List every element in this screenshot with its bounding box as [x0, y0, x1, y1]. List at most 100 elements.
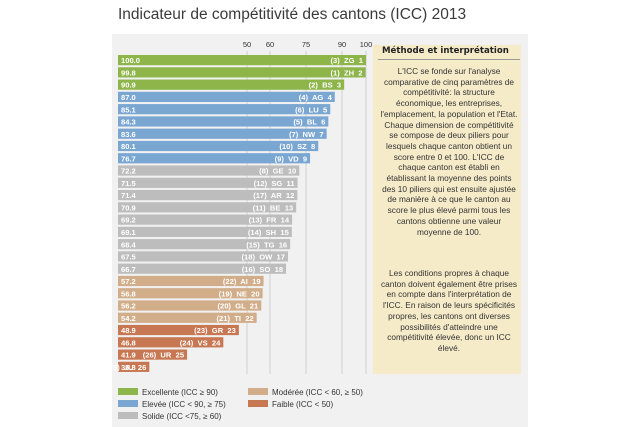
bar-canton-label: (14) SH 15	[248, 228, 290, 237]
legend-label-excellente: Excellente (ICC ≥ 90)	[142, 388, 218, 397]
bar	[118, 153, 311, 164]
method-paragraph-2: Les conditions propres à chaque canton d…	[380, 268, 518, 353]
bar-canton-label: (9) VD 9	[275, 154, 308, 163]
bar-canton-label: (19) NE 20	[219, 289, 260, 298]
bar-value-label: 85.1	[121, 105, 137, 114]
bar	[118, 202, 297, 213]
bar-canton-label: (21) TI 22	[217, 314, 254, 323]
bar	[118, 263, 287, 274]
bar-value-label: 54.2	[121, 314, 136, 323]
bar-canton-label: (26) UR 25	[143, 351, 185, 360]
bar	[118, 214, 293, 225]
icc-bar-chart: 50 60 75 90 100 100.0 (3) ZG 1 99.8 (1) ZH 2 90.…	[112, 40, 372, 375]
legend-swatch-faible	[248, 400, 268, 408]
bar	[118, 349, 188, 360]
bar-canton-label: (22) AI 19	[223, 277, 261, 286]
bar-canton-label: (15) TG 16	[246, 240, 287, 249]
bar-canton-label: (11) BE 13	[253, 203, 294, 212]
bar-canton-label: (6) LU 5	[295, 105, 328, 114]
bar	[118, 251, 288, 262]
bar	[118, 79, 345, 90]
bar-value-label: 66.7	[121, 265, 136, 274]
bar-canton-label: (17) AR 12	[253, 191, 294, 200]
bar-value-label: 100.0	[121, 56, 140, 65]
bar-value-label: 99.8	[121, 68, 136, 77]
bar-canton-label: (7) NW 7	[289, 130, 324, 139]
bar-canton-label: (12) SG 11	[254, 179, 296, 188]
bar-value-label: 69.2	[121, 216, 136, 225]
bar-canton-label: (13) FR 14	[249, 216, 290, 225]
bar	[118, 324, 239, 336]
bar-canton-label: (3) ZG 1	[331, 56, 364, 65]
bar-value-label: 71.5	[121, 179, 137, 188]
bar	[118, 337, 224, 348]
bar	[118, 55, 366, 66]
bar-value-label: 48.9	[121, 326, 136, 335]
bar-canton-label: (23) GR 23	[194, 326, 236, 335]
legend-label-moderee: Modérée (ICC < 60, ≥ 50)	[272, 388, 363, 397]
bar-value-label: 71.4	[121, 191, 137, 200]
bar	[118, 226, 292, 237]
legend-swatch-solide	[118, 412, 138, 420]
bar-value-label: 67.5	[121, 253, 137, 262]
bar	[118, 361, 150, 372]
bar-canton-label: (8) GE 10	[259, 167, 296, 176]
bar-canton-label: (24) VS 24	[180, 338, 221, 347]
x-tick-label: 50	[243, 40, 251, 49]
bar-value-label: 36.8	[121, 363, 136, 372]
bar-value-label: 87.0	[121, 93, 136, 102]
legend-swatch-excellente	[118, 388, 138, 396]
bar	[118, 312, 257, 323]
legend-item-solide: Solide (ICC <75, ≥ 60)	[118, 412, 221, 422]
bar	[118, 140, 319, 152]
bar-value-label: 72.2	[121, 167, 136, 176]
bar	[118, 189, 298, 201]
bar-value-label: 56.8	[121, 289, 136, 298]
legend-label-faible: Faible (ICC < 50)	[272, 400, 334, 409]
bar-value-label: 83.6	[121, 130, 136, 139]
bars-group: 100.0 (3) ZG 1 99.8 (1) ZH 2 90.9 (2) BS 3 87.…	[112, 55, 366, 372]
legend-item-excellente: Excellente (ICC ≥ 90)	[118, 388, 218, 398]
bar	[118, 288, 263, 299]
bar-canton-label: (25) JU 26	[112, 363, 146, 372]
bar-value-label: 70.9	[121, 203, 136, 212]
method-title: Méthode et interprétation	[382, 46, 509, 56]
bar-canton-label: (18) OW 17	[242, 253, 285, 262]
bar-value-label: 80.1	[121, 142, 137, 151]
legend-item-moderee: Modérée (ICC < 60, ≥ 50)	[248, 388, 363, 398]
method-paragraph-1: L'ICC se fonde sur l'analyse comparative…	[380, 66, 518, 237]
bar	[118, 239, 291, 250]
bar-canton-label: (20) GL 21	[217, 302, 259, 311]
bar-value-label: 76.7	[121, 154, 136, 163]
bar-canton-label: (5) BL 6	[293, 118, 325, 127]
bar-value-label: 68.4	[121, 240, 137, 249]
bar	[118, 275, 264, 287]
method-divider	[378, 59, 520, 60]
method-box	[373, 45, 521, 374]
bar-canton-label: (4) AG 4	[299, 93, 333, 102]
bar-canton-label: (1) ZH 2	[330, 68, 362, 77]
x-tick-label: 90	[338, 40, 346, 49]
x-tick-label: 60	[266, 40, 274, 49]
legend-swatch-moderee	[248, 388, 268, 396]
legend-item-faible: Faible (ICC < 50)	[248, 400, 333, 410]
legend-label-solide: Solide (ICC <75, ≥ 60)	[142, 412, 222, 421]
legend-item-elevee: Elevée (ICC < 90, ≥ 75)	[118, 400, 226, 410]
bar-value-label: 57.2	[121, 277, 136, 286]
bar-value-label: 90.9	[121, 81, 136, 90]
legend-label-elevee: Elevée (ICC < 90, ≥ 75)	[142, 400, 226, 409]
legend-swatch-elevee	[118, 400, 138, 408]
bar-value-label: 56.2	[121, 302, 136, 311]
bar-value-label: 69.1	[121, 228, 137, 237]
bar-canton-label: (16) SO 18	[242, 265, 283, 274]
page-title: Indicateur de compétitivité des cantons …	[118, 6, 467, 23]
bar	[118, 104, 331, 115]
bar	[118, 165, 300, 176]
bar-value-label: 46.8	[121, 338, 136, 347]
bar	[118, 116, 329, 127]
bar-value-label: 41.9	[121, 351, 136, 360]
bar-canton-label: (10) SZ 8	[279, 142, 315, 151]
bar	[118, 128, 327, 139]
bar-canton-label: (2) BS 3	[309, 81, 342, 90]
x-tick-label: 75	[302, 40, 310, 49]
